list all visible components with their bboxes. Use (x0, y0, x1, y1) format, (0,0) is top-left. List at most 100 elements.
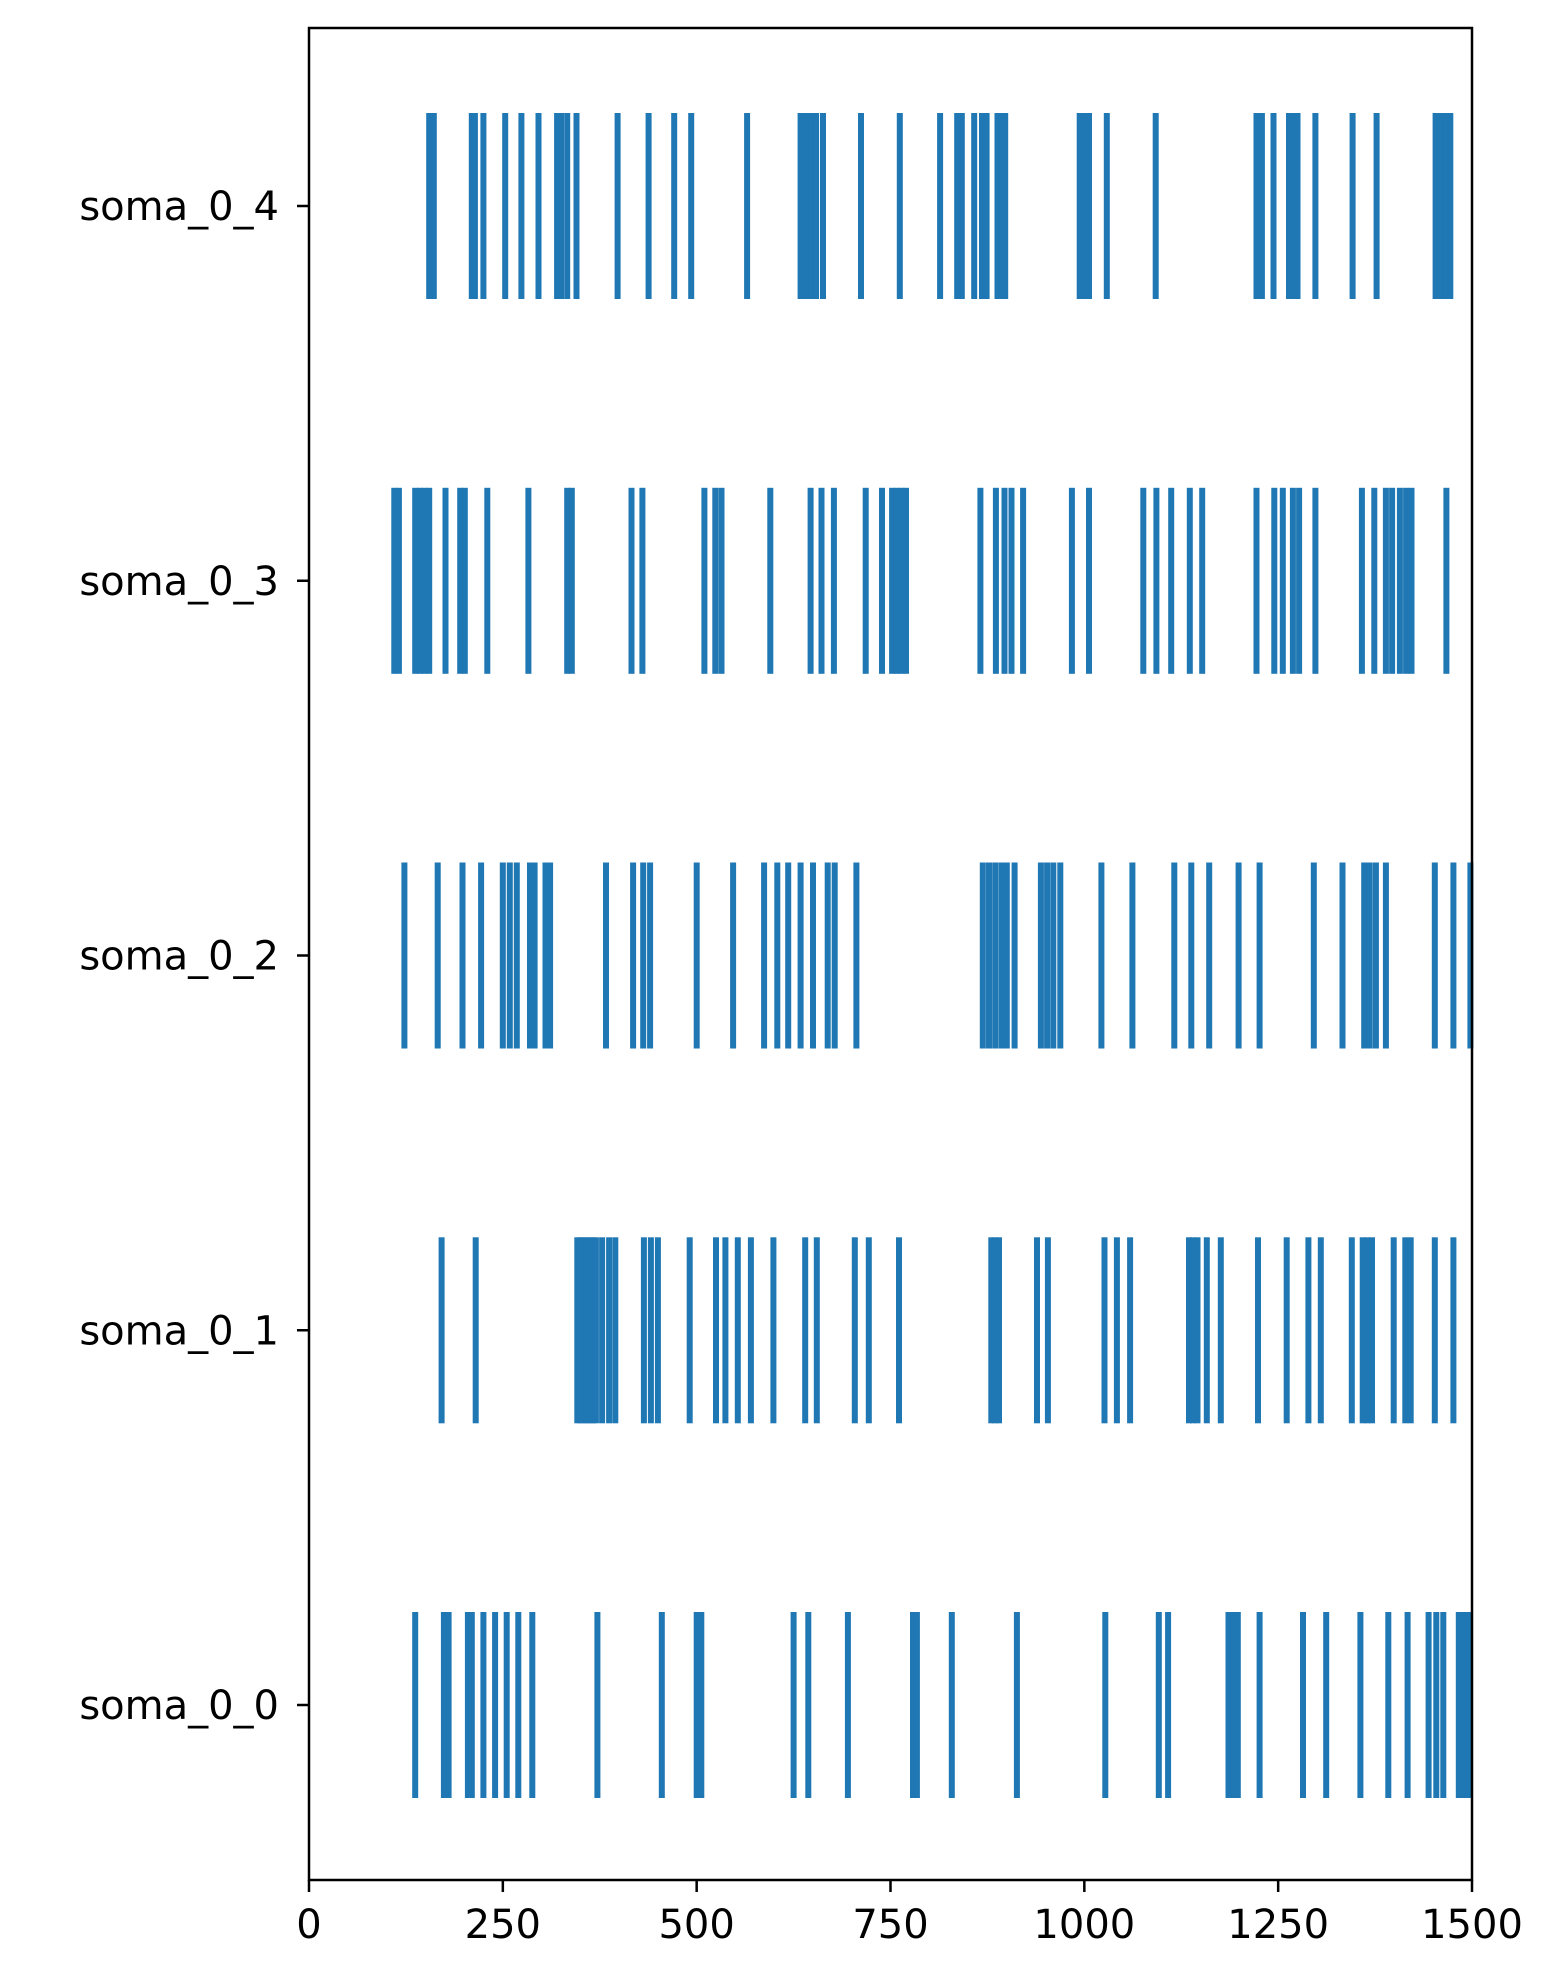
spike-mark (438, 1237, 445, 1424)
spike-mark (1008, 487, 1015, 674)
spike-mark (468, 113, 475, 299)
spike-mark (701, 487, 708, 674)
spike-mark (628, 487, 635, 674)
spike-mark (395, 487, 402, 674)
spike-mark (1199, 487, 1206, 674)
y-tick-label: soma_0_4 (79, 184, 279, 230)
spike-mark (1312, 487, 1319, 674)
spike-mark (988, 1237, 995, 1424)
spike-mark (1310, 862, 1317, 1049)
spike-mark (1431, 862, 1438, 1049)
spike-mark (499, 862, 506, 1049)
spike-mark (564, 487, 571, 674)
spike-mark (1382, 862, 1389, 1049)
spike-mark (412, 487, 419, 674)
spike-mark (862, 487, 869, 674)
spike-mark (686, 1237, 693, 1424)
spike-mark (805, 1612, 812, 1798)
spike-mark (785, 862, 792, 1049)
spike-mark (865, 1237, 872, 1424)
spike-mark (478, 862, 485, 1049)
spike-mark (535, 113, 542, 299)
spike-mark (744, 113, 751, 299)
spike-mark (910, 1612, 916, 1798)
spike-mark (574, 1237, 581, 1424)
spike-mark (630, 862, 637, 1049)
spike-mark (1364, 1237, 1371, 1424)
spike-mark (1113, 1237, 1120, 1424)
spike-mark (774, 862, 781, 1049)
spike-mark (480, 113, 487, 299)
spike-mark (1101, 1237, 1108, 1424)
spike-mark (531, 862, 538, 1049)
spike-mark (747, 1237, 754, 1424)
spike-mark (1044, 862, 1051, 1049)
spike-mark (713, 1237, 719, 1424)
spike-mark (1270, 113, 1277, 299)
spike-mark (568, 487, 575, 674)
spike-mark (1127, 1237, 1134, 1424)
spike-mark (1171, 862, 1178, 1049)
spike-mark (958, 113, 965, 299)
spike-mark (1455, 1612, 1462, 1798)
spike-mark (1258, 113, 1265, 299)
spike-mark (992, 1237, 999, 1424)
spike-mark (1348, 1237, 1355, 1424)
spike-mark (1461, 1612, 1468, 1798)
x-tick-label: 1000 (1033, 1902, 1135, 1948)
spike-mark (459, 862, 466, 1049)
spike-mark (688, 113, 695, 299)
spike-mark (998, 113, 1005, 299)
spike-mark (1369, 1237, 1375, 1424)
x-tick-label: 750 (852, 1902, 928, 1948)
spike-mark (671, 113, 678, 299)
spike-mark (1339, 862, 1346, 1049)
spike-mark (718, 487, 725, 674)
spike-mark (1372, 862, 1379, 1049)
spike-mark (807, 487, 814, 674)
spike-mark (513, 862, 520, 1049)
spike-mark (445, 1612, 452, 1798)
spike-mark (583, 1237, 590, 1424)
spike-mark (1271, 487, 1278, 674)
y-axis: soma_0_0 soma_0_1 soma_0_2 soma_0_3 soma_0_4 (79, 184, 309, 1729)
spike-mark (640, 862, 647, 1049)
spike-mark (1194, 1237, 1201, 1424)
spike-mark (722, 1237, 729, 1424)
spike-mark (1186, 487, 1193, 674)
spike-mark (1396, 487, 1403, 674)
spike-mark (1450, 862, 1457, 1049)
spike-mark (992, 862, 999, 1049)
spike-mark (1371, 487, 1378, 674)
spike-mark (457, 487, 464, 674)
spike-mark (1253, 113, 1260, 299)
spike-mark (1189, 1237, 1196, 1424)
spike-mark (1447, 113, 1454, 299)
spike-mark (1440, 1612, 1447, 1798)
spike-mark (1253, 487, 1260, 674)
spike-mark (998, 862, 1005, 1049)
spike-mark (802, 1237, 809, 1424)
spike-mark (1279, 487, 1286, 674)
spike-mark (1102, 1612, 1109, 1798)
spike-mark (471, 113, 478, 299)
spike-mark (525, 487, 532, 674)
spike-mark (1432, 113, 1439, 299)
x-tick-label: 500 (658, 1902, 734, 1948)
spike-mark (391, 487, 398, 674)
spike-mark (1235, 862, 1242, 1049)
spike-mark (412, 1612, 419, 1798)
spike-mark (1450, 1237, 1457, 1424)
spike-mark (730, 862, 737, 1049)
spike-mark (1256, 1612, 1263, 1798)
x-axis: 0 250 500 750 1000 1250 1500 (296, 1880, 1523, 1948)
spike-mark (592, 1237, 599, 1424)
spike-mark (1467, 862, 1474, 1049)
spike-mark (1206, 862, 1213, 1049)
spike-mark (1294, 113, 1301, 299)
spike-mark (554, 113, 561, 299)
spike-mark (1020, 487, 1027, 674)
spike-mark (937, 113, 944, 299)
spike-mark (1404, 1612, 1411, 1798)
spike-mark (1349, 113, 1356, 299)
